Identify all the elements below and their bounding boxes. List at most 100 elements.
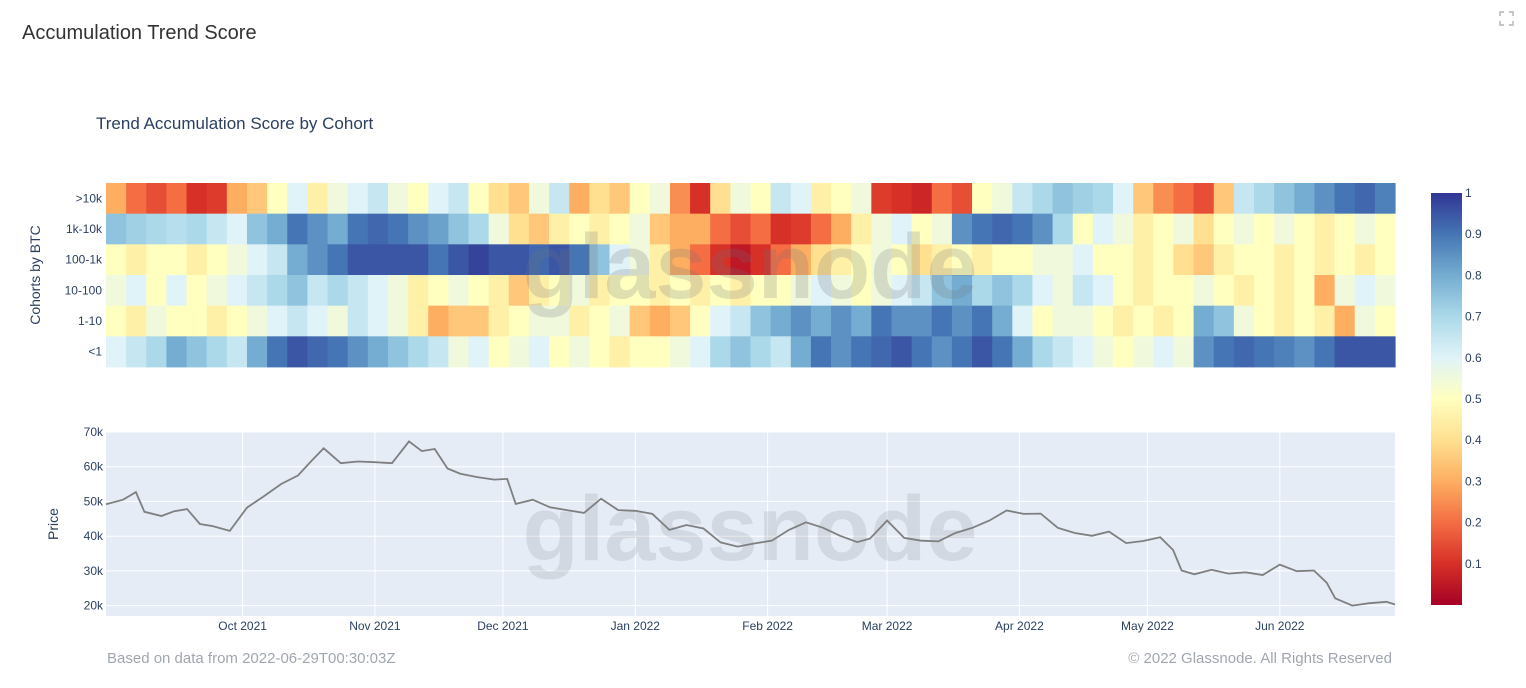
- heatmap-cell: [649, 213, 671, 245]
- heatmap-cell: [387, 183, 409, 215]
- heatmap-cell: [992, 183, 1013, 215]
- heatmap-cell: [1254, 336, 1275, 368]
- heatmap-cell: [1193, 305, 1215, 337]
- colorbar-tick-label: 0.5: [1465, 392, 1482, 406]
- heatmap-cell: [186, 275, 208, 307]
- heatmap-cell: [810, 183, 832, 215]
- heatmap-cell: [1092, 275, 1114, 307]
- heatmap-cell: [1233, 244, 1255, 276]
- heatmap-cell: [549, 305, 570, 337]
- heatmap-cell: [1193, 275, 1215, 307]
- colorbar-tick-label: 0.6: [1465, 351, 1482, 365]
- heatmap-cell: [367, 183, 389, 215]
- heatmap-cell: [972, 183, 993, 215]
- heatmap-cell: [569, 275, 590, 307]
- heatmap-cell: [528, 213, 550, 245]
- heatmap-cell: [951, 275, 973, 307]
- heatmap-cell: [126, 305, 147, 337]
- heatmap-cell: [1334, 305, 1356, 337]
- heatmap-cell: [1173, 244, 1195, 276]
- heatmap-cell: [106, 183, 127, 215]
- heatmap-cell: [347, 183, 369, 215]
- heatmap-cell: [669, 305, 691, 337]
- heatmap-cell: [267, 336, 288, 368]
- heatmap-cell: [649, 275, 671, 307]
- heatmap-cell: [669, 244, 691, 276]
- heatmap-cell: [851, 183, 872, 215]
- heatmap-cell: [1374, 275, 1396, 307]
- price-line: [105, 440, 1396, 607]
- heatmap-cell: [287, 183, 309, 215]
- heatmap-cell: [528, 244, 550, 276]
- heatmap-cell: [1052, 305, 1074, 337]
- heatmap-cell: [911, 213, 933, 245]
- heatmap-cell: [448, 244, 470, 276]
- heatmap-cell: [851, 213, 872, 245]
- heatmap-cell: [549, 183, 570, 215]
- heatmap-cell: [1133, 213, 1154, 245]
- heatmap-cell: [287, 244, 309, 276]
- heatmap-cell: [488, 336, 510, 368]
- heatmap-cell: [972, 213, 993, 245]
- heatmap-cell: [468, 336, 490, 368]
- heatmap-cell: [106, 336, 127, 368]
- heatmap-cell: [488, 275, 510, 307]
- heatmap-cell: [750, 244, 772, 276]
- heatmap-cell: [569, 244, 590, 276]
- heatmap-cell: [810, 244, 832, 276]
- heatmap-cell: [528, 183, 550, 215]
- heatmap-cell: [810, 336, 832, 368]
- heatmap-cell: [226, 183, 248, 215]
- heatmap-cell: [267, 213, 288, 245]
- heatmap-cell: [448, 275, 470, 307]
- price-y-tick-label: 20k: [84, 599, 104, 613]
- heatmap-cell: [1354, 183, 1376, 215]
- heatmap-cell: [146, 336, 168, 368]
- heatmap-cell: [1354, 336, 1376, 368]
- heatmap-cell: [1213, 336, 1235, 368]
- heatmap-cell: [1213, 213, 1235, 245]
- heatmap: [106, 183, 1396, 368]
- price-x-tick-label: Nov 2021: [349, 619, 401, 633]
- heatmap-cell: [1012, 336, 1034, 368]
- heatmap-cell: [347, 275, 369, 307]
- heatmap-cell: [609, 305, 631, 337]
- heatmap-cell: [1354, 275, 1376, 307]
- heatmap-cell: [992, 244, 1013, 276]
- heatmap-cell: [1334, 183, 1356, 215]
- price-x-tick-label: Feb 2022: [742, 619, 793, 633]
- price-y-tick-label: 30k: [84, 564, 104, 578]
- expand-icon[interactable]: [1499, 11, 1514, 26]
- heatmap-cell: [1334, 213, 1356, 245]
- heatmap-cell: [226, 305, 248, 337]
- heatmap-cell: [1012, 244, 1034, 276]
- heatmap-cell: [1032, 213, 1054, 245]
- heatmap-cell: [871, 244, 893, 276]
- heatmap-cell: [629, 336, 651, 368]
- heatmap-cell: [246, 213, 268, 245]
- heatmap-cell: [891, 275, 913, 307]
- heatmap-cell: [1092, 336, 1114, 368]
- heatmap-cell: [206, 183, 228, 215]
- heatmap-cell: [367, 275, 389, 307]
- heatmap-cell: [186, 244, 208, 276]
- heatmap-cell: [146, 183, 168, 215]
- heatmap-cell: [528, 305, 550, 337]
- heatmap-cell: [609, 336, 631, 368]
- heatmap-cell: [387, 213, 409, 245]
- heatmap-cell: [1113, 275, 1134, 307]
- heatmap-cell: [992, 336, 1013, 368]
- heatmap-cell: [629, 275, 651, 307]
- heatmap-cell: [649, 183, 671, 215]
- heatmap-cell: [106, 275, 127, 307]
- heatmap-cell: [1012, 305, 1034, 337]
- heatmap-cell: [186, 213, 208, 245]
- page-title: Accumulation Trend Score: [22, 22, 257, 44]
- heatmap-cell: [1193, 183, 1215, 215]
- heatmap-cell: [206, 305, 228, 337]
- heatmap-cell: [1153, 244, 1175, 276]
- heatmap-cell: [126, 275, 147, 307]
- price-y-axis: 20k 30k 40k 50k 60k 70k: [84, 425, 104, 613]
- heatmap-cell: [428, 244, 449, 276]
- heatmap-cell: [126, 336, 147, 368]
